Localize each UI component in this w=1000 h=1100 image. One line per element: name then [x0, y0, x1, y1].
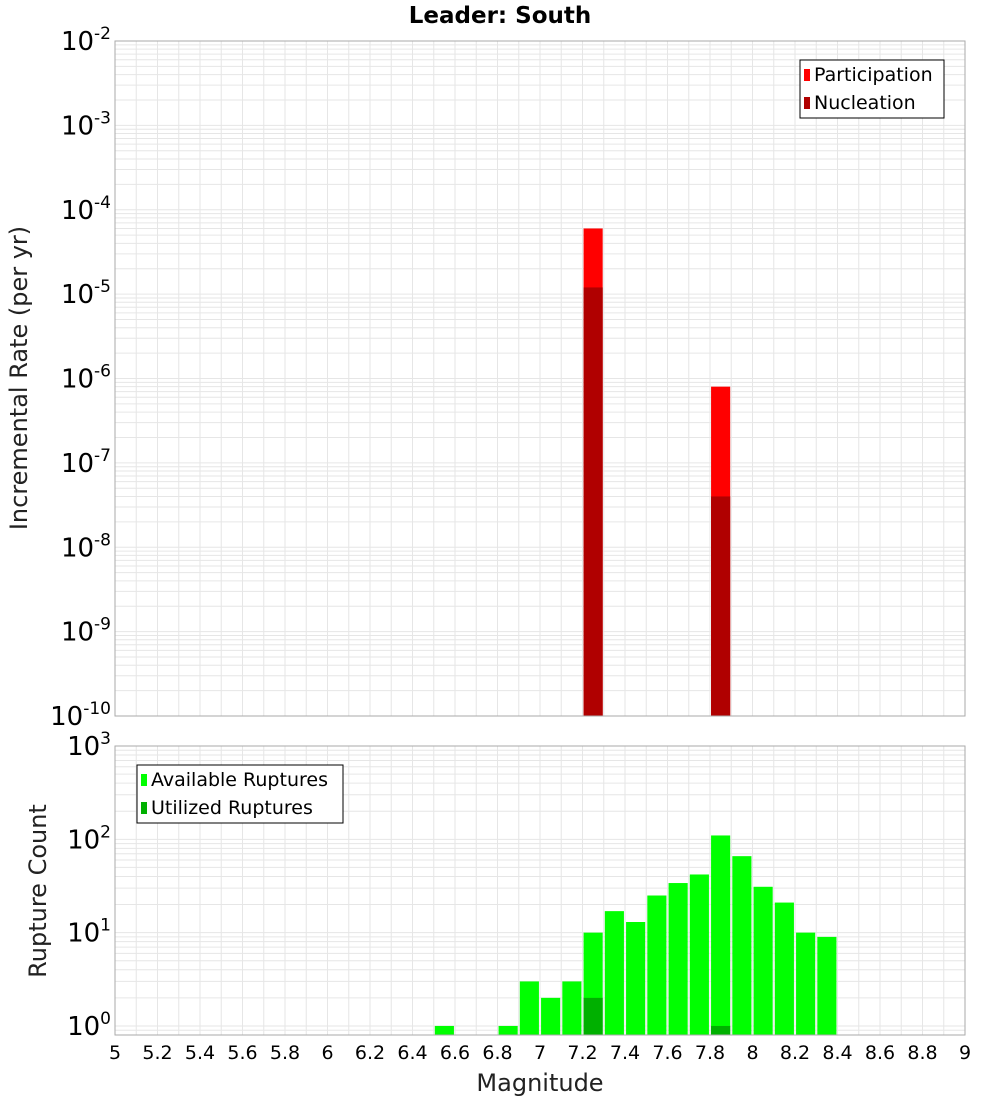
count-bar-available-ruptures	[796, 932, 816, 1035]
legend-swatch	[141, 802, 147, 814]
legend-label: Utilized Ruptures	[151, 797, 313, 819]
y-tick-label: 10-10	[50, 699, 111, 732]
rates-y-axis-label: Incremental Rate (per yr)	[5, 226, 33, 530]
x-tick-label: 9	[959, 1042, 971, 1064]
y-tick-label: 10-6	[61, 362, 111, 395]
rates-plot-frame	[114, 40, 966, 717]
y-tick-label: 10-2	[61, 24, 111, 57]
count-bar-available-ruptures	[498, 1025, 518, 1035]
rates-y-tick-labels: 10-10 10-9 10-8 10-7 10-6 10-5 10-4 10-3 10-2	[50, 24, 111, 732]
legend-swatch	[804, 69, 810, 81]
x-tick-label: 8.6	[865, 1042, 895, 1064]
x-tick-label: 7.2	[567, 1042, 597, 1064]
x-tick-label: 6.4	[397, 1042, 427, 1064]
x-tick-label: 5.6	[227, 1042, 257, 1064]
count-bar-utilized-ruptures	[711, 1025, 731, 1035]
x-tick-label: 5.4	[185, 1042, 215, 1064]
x-tick-label: 7.6	[652, 1042, 682, 1064]
counts-legend: Available Ruptures Utilized Ruptures	[136, 764, 344, 824]
chart-title: Leader: South	[409, 3, 592, 29]
rate-bar-nucleation	[583, 287, 603, 716]
rates-bars	[583, 228, 731, 716]
y-tick-label: 102	[67, 822, 111, 855]
y-tick-label: 100	[67, 1009, 111, 1042]
count-bar-available-ruptures	[689, 874, 709, 1035]
legend-label: Nucleation	[814, 92, 916, 114]
count-bar-available-ruptures	[541, 997, 561, 1035]
legend-swatch	[804, 97, 810, 109]
x-tick-label: 6.6	[440, 1042, 470, 1064]
x-tick-label: 8.8	[907, 1042, 937, 1064]
count-bar-available-ruptures	[668, 883, 688, 1035]
count-bar-utilized-ruptures	[583, 997, 603, 1035]
count-bar-available-ruptures	[732, 856, 752, 1035]
count-bar-available-ruptures	[817, 936, 837, 1035]
x-tick-label: 7.4	[610, 1042, 640, 1064]
count-bar-available-ruptures	[434, 1025, 454, 1035]
x-tick-label: 5.2	[142, 1042, 172, 1064]
legend-box	[799, 59, 945, 119]
legend-swatch	[141, 774, 147, 786]
x-axis-label: Magnitude	[476, 1069, 603, 1097]
y-tick-label: 10-3	[61, 108, 111, 141]
x-tick-label: 8.4	[822, 1042, 852, 1064]
x-tick-label: 7	[534, 1042, 546, 1064]
x-tick-label: 8	[746, 1042, 758, 1064]
x-tick-label: 6	[321, 1042, 333, 1064]
count-bar-available-ruptures	[562, 981, 582, 1035]
legend-box	[136, 764, 344, 824]
y-tick-label: 10-4	[61, 193, 111, 226]
counts-plot-frame	[114, 745, 966, 1036]
rates-legend: Participation Nucleation	[799, 59, 945, 119]
legend-label: Participation	[814, 64, 933, 86]
y-tick-label: 10-7	[61, 446, 111, 479]
y-tick-label: 10-9	[61, 615, 111, 648]
counts-y-axis-label: Rupture Count	[24, 804, 52, 978]
x-tick-label: 5.8	[270, 1042, 300, 1064]
count-bar-available-ruptures	[604, 911, 624, 1035]
x-tick-label: 6.2	[355, 1042, 385, 1064]
rates-grid	[114, 40, 966, 717]
counts-panel: 100 101 102 103 Rupture Count Available Rup…	[24, 729, 971, 1097]
x-tick-label: 8.2	[780, 1042, 810, 1064]
y-tick-label: 10-5	[61, 277, 111, 310]
x-tick-label: 6.8	[482, 1042, 512, 1064]
rates-panel: 10-10 10-9 10-8 10-7 10-6 10-5 10-4 10-3 10-2 In…	[5, 24, 966, 732]
counts-y-tick-labels: 100 101 102 103	[67, 729, 111, 1042]
count-bar-available-ruptures	[711, 835, 731, 1035]
y-tick-label: 10-8	[61, 530, 111, 563]
count-bar-available-ruptures	[774, 902, 794, 1035]
legend-label: Available Ruptures	[151, 769, 328, 791]
x-tick-label: 5	[109, 1042, 121, 1064]
count-bar-available-ruptures	[519, 981, 539, 1035]
count-bar-available-ruptures	[647, 895, 667, 1035]
y-tick-label: 101	[67, 916, 111, 949]
x-tick-label: 7.8	[695, 1042, 725, 1064]
count-bar-available-ruptures	[753, 886, 773, 1035]
counts-bars	[434, 835, 837, 1035]
count-bar-available-ruptures	[626, 922, 646, 1035]
rate-bar-nucleation	[711, 496, 731, 716]
y-tick-label: 103	[67, 729, 111, 762]
x-tick-labels: 5 5.2 5.4 5.6 5.8 6 6.2 6.4 6.6 6.8 7 7.2 7.4 7.6 7.8 8…	[109, 1042, 971, 1064]
